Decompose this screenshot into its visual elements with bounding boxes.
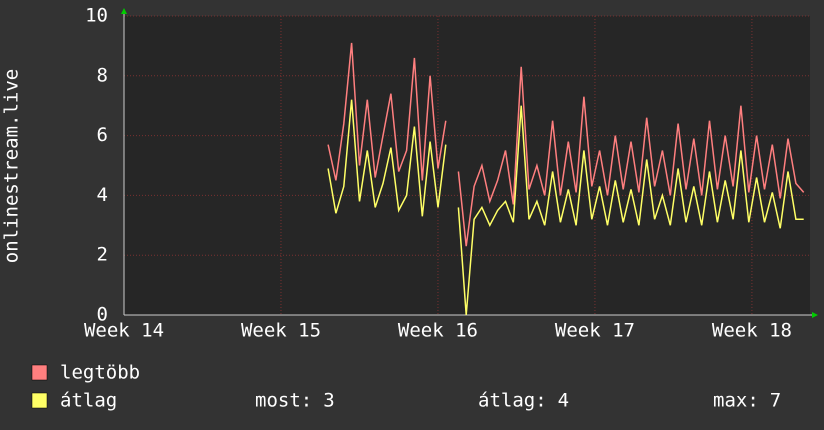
y-tick-label: 10 (85, 5, 108, 27)
x-tick-label: Week 16 (398, 320, 478, 342)
x-tick-label: Week 18 (712, 320, 792, 342)
legend-swatch (31, 364, 48, 381)
stat-value: 7 (770, 390, 781, 412)
y-tick-label: 8 (97, 64, 108, 86)
axis-arrow (121, 8, 127, 14)
y-tick-label: 6 (97, 124, 108, 146)
y-tick-label: 2 (97, 244, 108, 266)
legend-label: átlag (60, 390, 117, 412)
series-line (327, 42, 805, 247)
x-tick-label: Week 17 (555, 320, 635, 342)
stat-label: most: (255, 390, 312, 412)
legend-swatch (31, 392, 48, 409)
y-tick-label: 4 (97, 184, 108, 206)
stat-value: 4 (558, 390, 569, 412)
legend-label: legtöbb (60, 362, 140, 384)
x-tick-label: Week 15 (241, 320, 321, 342)
stat-value: 3 (323, 390, 334, 412)
y-axis-label: onlinestream.live (1, 69, 23, 263)
stat-label: átlag: (478, 390, 547, 412)
series-line (327, 99, 804, 316)
stat-label: max: (713, 390, 759, 412)
axis-arrow (812, 312, 818, 318)
x-tick-label: Week 14 (84, 320, 164, 342)
plot-area (124, 16, 810, 315)
y-tick-label: 0 (97, 304, 108, 326)
